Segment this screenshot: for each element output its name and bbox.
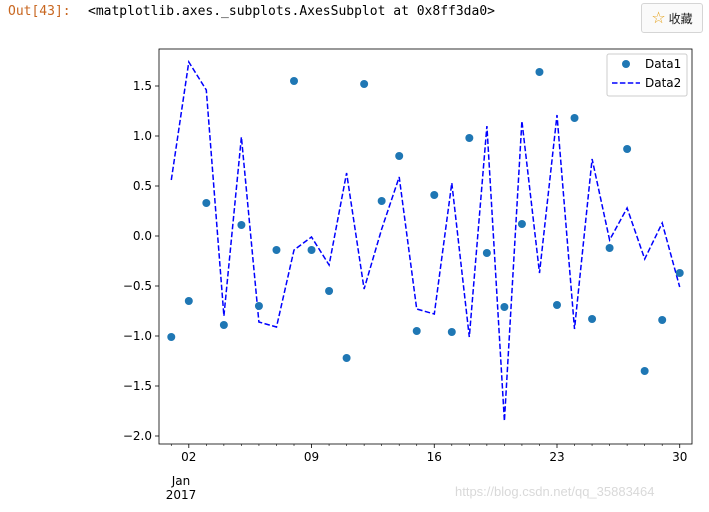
data1-point xyxy=(237,221,246,229)
x-axis: 02 09 16 23 30 xyxy=(170,444,687,464)
x-sub-label-month: Jan xyxy=(171,474,191,488)
y-tick-label: −1.5 xyxy=(123,379,152,393)
data1-point xyxy=(290,77,299,85)
data1-point xyxy=(640,367,649,375)
x-tick-label: 23 xyxy=(549,450,564,464)
favorite-label: 收藏 xyxy=(668,11,693,26)
data1-point xyxy=(184,297,193,305)
y-tick-label: −0.5 xyxy=(123,279,152,293)
plot-area xyxy=(167,59,684,422)
data1-point xyxy=(377,197,386,205)
y-tick-label: −1.0 xyxy=(123,329,152,343)
x-sub-label-year: 2017 xyxy=(166,488,197,502)
data1-point xyxy=(395,152,404,160)
x-tick-label: 09 xyxy=(304,450,319,464)
y-tick-label: −2.0 xyxy=(123,429,152,443)
data1-point xyxy=(447,328,456,336)
data1-point xyxy=(325,287,334,295)
data1-point xyxy=(517,220,526,228)
legend-label-data2: Data2 xyxy=(645,76,681,90)
data1-point xyxy=(430,191,439,199)
x-tick-label: 16 xyxy=(427,450,442,464)
output-text: <matplotlib.axes._subplots.AxesSubplot a… xyxy=(88,4,495,19)
data1-point xyxy=(552,301,561,309)
data1-point xyxy=(623,145,632,153)
data1-point xyxy=(167,333,176,341)
y-tick-label: 0.5 xyxy=(133,179,152,193)
data1-point xyxy=(500,303,509,311)
y-axis: 1.5 1.0 0.5 0.0 −0.5 −1.0 −1.5 −2.0 xyxy=(123,79,159,443)
data1-point xyxy=(570,114,579,122)
data1-point xyxy=(465,134,474,142)
data1-point xyxy=(535,68,544,76)
legend-label-data1: Data1 xyxy=(645,57,681,71)
watermark: https://blog.csdn.net/qq_35883464 xyxy=(455,484,655,499)
data1-point xyxy=(482,249,491,257)
data1-point xyxy=(272,246,281,254)
data1-point xyxy=(360,80,369,88)
data1-point xyxy=(605,244,614,252)
star-outline-icon: ☆ xyxy=(651,8,666,27)
legend: Data1 Data2 xyxy=(606,53,688,97)
data1-point xyxy=(307,246,316,254)
x-tick-label: 30 xyxy=(672,450,687,464)
favorite-button[interactable]: ☆ 收藏 xyxy=(641,3,703,33)
y-tick-label: 1.0 xyxy=(133,129,152,143)
data1-point xyxy=(254,302,263,310)
data1-point xyxy=(202,199,211,207)
data1-point xyxy=(675,269,684,277)
y-tick-label: 0.0 xyxy=(133,229,152,243)
data1-point xyxy=(219,321,228,329)
axes-frame xyxy=(158,48,693,445)
series-data2-line xyxy=(170,59,681,422)
data1-point xyxy=(658,316,667,324)
legend-marker-data1 xyxy=(622,60,630,68)
y-tick-label: 1.5 xyxy=(133,79,152,93)
output-prompt: Out[43]: xyxy=(8,4,71,19)
x-tick-label: 02 xyxy=(181,450,196,464)
data1-point xyxy=(588,315,597,323)
data1-point xyxy=(412,327,421,335)
data1-point xyxy=(342,354,351,362)
